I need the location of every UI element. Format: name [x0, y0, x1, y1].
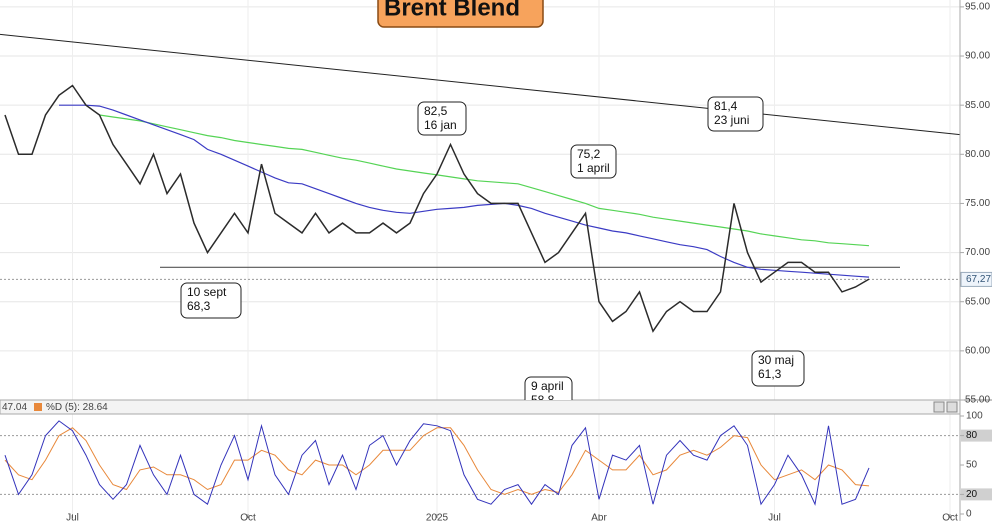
- y-tick-label: 60.00: [965, 346, 990, 357]
- indicator-header: [0, 399, 961, 415]
- annotation-text: 68,3: [187, 299, 211, 313]
- annotation-text: 75,2: [577, 147, 601, 161]
- y-tick-label: 70.00: [965, 247, 990, 258]
- annotation: 82,516 jan: [417, 101, 467, 136]
- legend-swatch: [34, 403, 42, 411]
- annotation-text: 58,8: [531, 393, 555, 407]
- price-panel: [0, 0, 960, 400]
- x-tick-label: Oct: [240, 513, 256, 521]
- last-price-label: 67,27: [966, 274, 991, 285]
- annotation-text: 1 april: [577, 161, 610, 175]
- level-box: [961, 429, 992, 442]
- series-line: [4, 427, 870, 495]
- series-line: [4, 84, 870, 333]
- y-tick-label: 85.00: [965, 100, 990, 111]
- annotation: 81,423 juni: [707, 96, 764, 132]
- annotation-text: 23 juni: [714, 113, 749, 127]
- y-tick-label: 0: [966, 509, 972, 520]
- y-tick-label: 50: [966, 460, 978, 471]
- y-tick-label: 90.00: [965, 51, 990, 62]
- title-box: [377, 0, 544, 28]
- annotation-box: [751, 350, 805, 387]
- annotation-box: [417, 101, 467, 136]
- settings-icon[interactable]: [933, 401, 945, 413]
- y-tick-label: 55.00: [965, 395, 990, 406]
- x-tick-label: 2025: [426, 513, 449, 521]
- annotation-box: [180, 282, 242, 319]
- annotation-text: 30 maj: [758, 353, 794, 367]
- annotation-box: [707, 96, 764, 132]
- d-readout: %D (5): 28.64: [46, 402, 108, 413]
- y-tick-label: 100: [966, 411, 983, 422]
- x-tick-label: Apr: [591, 513, 607, 521]
- close-icon[interactable]: [946, 401, 958, 413]
- annotation-text: 61,3: [758, 367, 782, 381]
- axes: 55.00 60.00 65.00 70.00 75.00 80.00 85.00 90.00…: [66, 2, 992, 521]
- series-line: [59, 104, 870, 278]
- chart-title: Brent Blend: [384, 0, 520, 21]
- annotation-text: 10 sept: [187, 285, 227, 299]
- y-tick-label: 95.00: [965, 2, 990, 13]
- annotation-text: 81,4: [714, 99, 738, 113]
- series-line: [4, 420, 870, 506]
- x-tick-label: Jul: [66, 513, 79, 521]
- annotation-box: [570, 144, 617, 179]
- y-tick-label: 65.00: [965, 296, 990, 307]
- k-readout: 47.04: [2, 402, 27, 413]
- y-tick-label: 80: [966, 430, 978, 441]
- y-tick-label: 20: [966, 489, 978, 500]
- y-tick-label: 80.00: [965, 149, 990, 160]
- annotation-text: 16 jan: [424, 118, 457, 132]
- y-tick-label: 75.00: [965, 198, 990, 209]
- annotation: 75,21 april: [570, 144, 617, 179]
- annotation-text: 9 april: [531, 379, 564, 393]
- annotation-text: 82,5: [424, 104, 448, 118]
- x-tick-label: Jul: [768, 513, 781, 521]
- x-tick-label: Oct: [942, 513, 958, 521]
- level-box: [961, 488, 992, 501]
- annotation-box: [524, 376, 573, 400]
- annotation: 9 april58,8: [524, 376, 573, 407]
- last-price-box: [960, 271, 992, 287]
- trendline: [0, 33, 960, 136]
